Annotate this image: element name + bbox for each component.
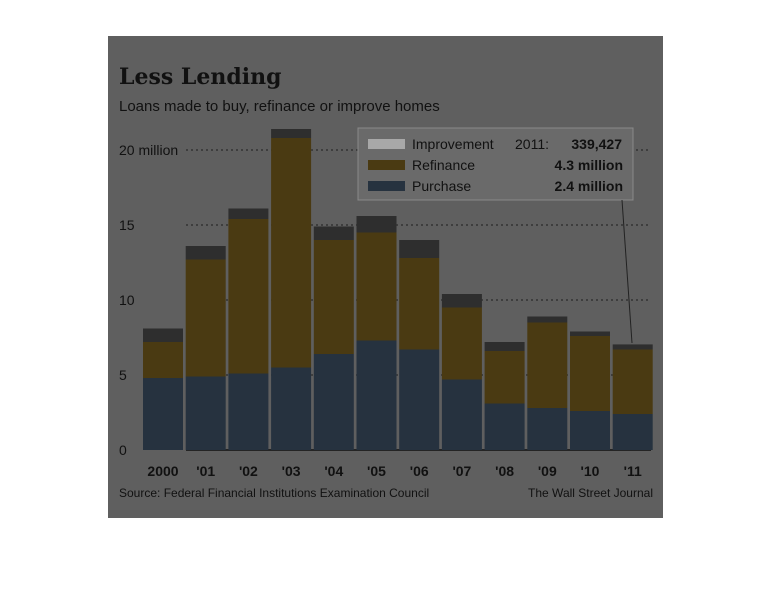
bar-refinance xyxy=(271,138,312,368)
legend-label-purchase: Purchase xyxy=(412,178,471,194)
bar-refinance xyxy=(356,232,397,341)
bar-refinance xyxy=(399,258,440,350)
bar-refinance xyxy=(228,219,269,374)
legend-year: 2011: xyxy=(515,136,549,152)
x-tick-label: '04 xyxy=(324,463,343,479)
bar-improvement xyxy=(356,216,397,233)
y-tick-label: 5 xyxy=(119,367,127,383)
bar-purchase xyxy=(527,408,568,450)
bar-purchase xyxy=(570,411,610,450)
y-axis-ticks: 0 5 10 15 20 million xyxy=(119,142,178,458)
x-tick-label: '10 xyxy=(581,463,600,479)
bar-purchase xyxy=(612,414,653,450)
x-tick-label: '07 xyxy=(452,463,471,479)
legend-label-improvement: Improvement xyxy=(412,136,494,152)
legend-leader-line xyxy=(621,199,633,344)
legend-value-improvement: 339,427 xyxy=(571,136,622,152)
bar-improvement xyxy=(271,129,312,138)
bar-refinance xyxy=(441,307,482,380)
bar-purchase xyxy=(399,349,440,450)
chart-title: Less Lending xyxy=(119,64,281,90)
y-tick-label: 10 xyxy=(119,292,135,308)
bar-purchase xyxy=(271,367,312,450)
bar-refinance xyxy=(612,349,653,414)
bar-improvement xyxy=(313,226,354,240)
legend-label-refinance: Refinance xyxy=(412,157,475,173)
x-tick-label: '09 xyxy=(538,463,557,479)
bar-refinance xyxy=(313,240,354,354)
y-tick-label: 0 xyxy=(119,442,127,458)
legend-value-purchase: 2.4 million xyxy=(555,178,623,194)
credit-note: The Wall Street Journal xyxy=(528,486,653,500)
bar-refinance xyxy=(484,351,525,404)
x-axis-ticks: 2000 '01 '02 '03 '04 '05 '06 '07 '08 '09 '10 '11 xyxy=(147,463,642,479)
bar-purchase xyxy=(228,373,269,450)
x-tick-label: '05 xyxy=(367,463,386,479)
legend-swatch-refinance xyxy=(368,160,405,170)
bar-purchase xyxy=(143,378,183,450)
bar-purchase xyxy=(484,403,525,450)
bar-improvement xyxy=(441,294,482,308)
bar-improvement xyxy=(612,344,653,350)
legend-value-refinance: 4.3 million xyxy=(555,157,623,173)
y-tick-label: 20 million xyxy=(119,142,178,158)
bar-improvement xyxy=(484,342,525,351)
x-tick-label: '01 xyxy=(196,463,215,479)
bar-improvement xyxy=(143,328,183,342)
bar-purchase xyxy=(185,376,226,450)
x-tick-label: '08 xyxy=(495,463,514,479)
bar-purchase xyxy=(441,379,482,450)
legend-swatch-improvement xyxy=(368,139,405,149)
y-tick-label: 15 xyxy=(119,217,135,233)
x-tick-label: '02 xyxy=(239,463,258,479)
bar-improvement xyxy=(570,331,610,336)
bar-refinance xyxy=(185,259,226,377)
source-note: Source: Federal Financial Institutions E… xyxy=(119,486,429,500)
x-tick-label: '03 xyxy=(282,463,301,479)
bar-purchase xyxy=(313,354,354,450)
bar-improvement xyxy=(185,246,226,260)
bar-refinance xyxy=(570,336,610,411)
x-tick-label: 2000 xyxy=(147,463,178,479)
legend-swatch-purchase xyxy=(368,181,405,191)
bar-refinance xyxy=(143,342,183,378)
chart-subtitle: Loans made to buy, refinance or improve … xyxy=(119,98,440,115)
x-tick-label: '06 xyxy=(410,463,429,479)
legend: Improvement Refinance Purchase 2011: 339… xyxy=(357,127,634,344)
bar-improvement xyxy=(527,316,568,323)
bar-refinance xyxy=(527,322,568,408)
bar-improvement xyxy=(228,208,269,219)
x-tick-label: '11 xyxy=(624,463,642,479)
bar-improvement xyxy=(399,240,440,258)
bars xyxy=(143,129,653,450)
bar-purchase xyxy=(356,340,397,450)
